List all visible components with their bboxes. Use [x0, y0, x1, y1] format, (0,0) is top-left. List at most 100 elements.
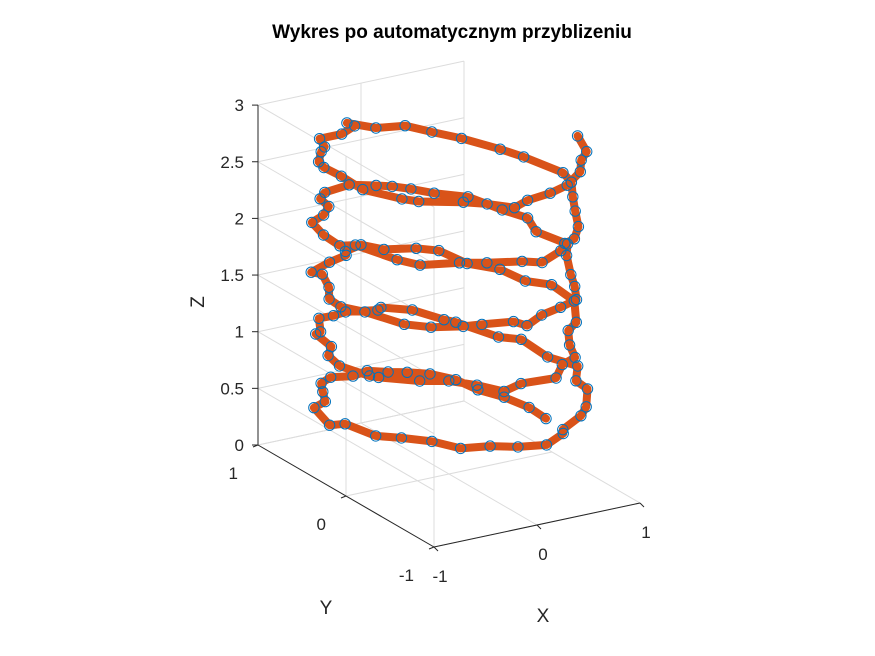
data-point — [545, 279, 558, 291]
data-point — [559, 237, 571, 250]
data-point — [457, 196, 470, 208]
data-point — [340, 249, 352, 262]
data-point — [481, 198, 493, 210]
z-tick-label: 3 — [235, 96, 244, 115]
data-point — [476, 318, 488, 331]
data-point — [349, 239, 361, 251]
z-tick-label: 0 — [235, 436, 244, 455]
data-point — [306, 216, 318, 229]
y-tick-mark — [428, 546, 435, 550]
data-point — [322, 349, 334, 362]
data-point — [378, 243, 390, 256]
data-point — [516, 255, 528, 268]
gridline — [257, 331, 435, 435]
z-tick-label: 2 — [235, 209, 244, 228]
data-point — [557, 427, 569, 440]
gridline — [257, 217, 435, 321]
data-point — [333, 360, 346, 372]
data-point — [544, 187, 556, 199]
data-point — [323, 293, 335, 305]
data-point — [569, 205, 581, 217]
data-point — [450, 374, 462, 386]
data-point — [498, 385, 510, 398]
x-axis-label: X — [537, 606, 550, 627]
data-point — [481, 257, 493, 269]
data-point — [457, 320, 469, 333]
y-tick-label: -1 — [399, 566, 414, 585]
data-point — [406, 304, 418, 316]
data-point — [443, 375, 455, 387]
data-point — [492, 331, 505, 343]
data-point — [428, 187, 440, 199]
data-point — [569, 280, 581, 293]
data-point — [359, 306, 371, 318]
gridline — [257, 173, 465, 219]
data-point — [313, 133, 326, 145]
chart-title: Wykres po automatycznym przyblizeniu — [272, 22, 632, 43]
data-point — [370, 179, 382, 192]
data-point — [581, 383, 594, 395]
x-tick-mark — [433, 546, 439, 552]
gridline — [257, 387, 435, 491]
data-point — [317, 209, 330, 221]
data-point — [363, 370, 376, 382]
data-point — [410, 242, 422, 255]
y-tick-mark — [340, 495, 347, 499]
data-point — [519, 275, 531, 287]
data-point — [540, 412, 552, 425]
gridline — [345, 451, 553, 497]
tick-labels: -1 0 1 -1 0 1 0 0.5 1 1.5 2 2.5 3 — [220, 96, 650, 586]
data-point — [570, 293, 583, 306]
data-point — [453, 257, 466, 269]
data-point — [571, 130, 584, 142]
data-point — [315, 377, 327, 389]
data-point — [541, 351, 554, 363]
data-point — [536, 256, 548, 269]
data-point — [530, 226, 542, 238]
data-point — [386, 180, 398, 193]
data-point — [575, 154, 587, 166]
data-point — [334, 240, 346, 252]
data-point — [561, 179, 573, 191]
data-point — [323, 281, 335, 293]
data-point — [574, 166, 586, 178]
data-point — [425, 321, 437, 333]
data-point — [398, 318, 410, 330]
data-point — [355, 239, 367, 251]
data-point — [556, 358, 568, 371]
data-point — [391, 254, 403, 266]
z-tick-label: 1.5 — [220, 266, 244, 285]
data-point — [370, 430, 382, 442]
data-point — [569, 351, 581, 364]
z-tick-label: 0.5 — [220, 379, 244, 398]
data-point — [433, 244, 445, 257]
data-point — [426, 126, 438, 138]
data-point — [347, 370, 359, 382]
data-point — [568, 295, 580, 307]
data-point — [581, 145, 593, 158]
data-point — [580, 401, 592, 413]
data-point — [372, 304, 384, 316]
data-point — [557, 167, 569, 179]
data-point — [471, 379, 483, 391]
x-tick-mark — [536, 524, 542, 530]
z-axis-label: Z — [188, 296, 209, 308]
data-point — [557, 423, 569, 436]
data-point — [515, 377, 527, 390]
data-point — [318, 161, 330, 174]
data-point — [536, 309, 548, 321]
axis-labels: X Y Z — [188, 296, 550, 627]
data-point — [550, 372, 562, 384]
data-point — [314, 193, 326, 205]
data-point — [414, 375, 426, 387]
z-tick-label: 2.5 — [220, 153, 244, 172]
data-point — [523, 401, 535, 414]
data-point — [563, 339, 576, 351]
data-series — [305, 117, 594, 455]
data-point — [455, 132, 468, 145]
data-point — [570, 375, 582, 387]
y-tick-label: 1 — [229, 464, 238, 483]
data-point — [515, 333, 527, 345]
data-point — [339, 418, 351, 430]
